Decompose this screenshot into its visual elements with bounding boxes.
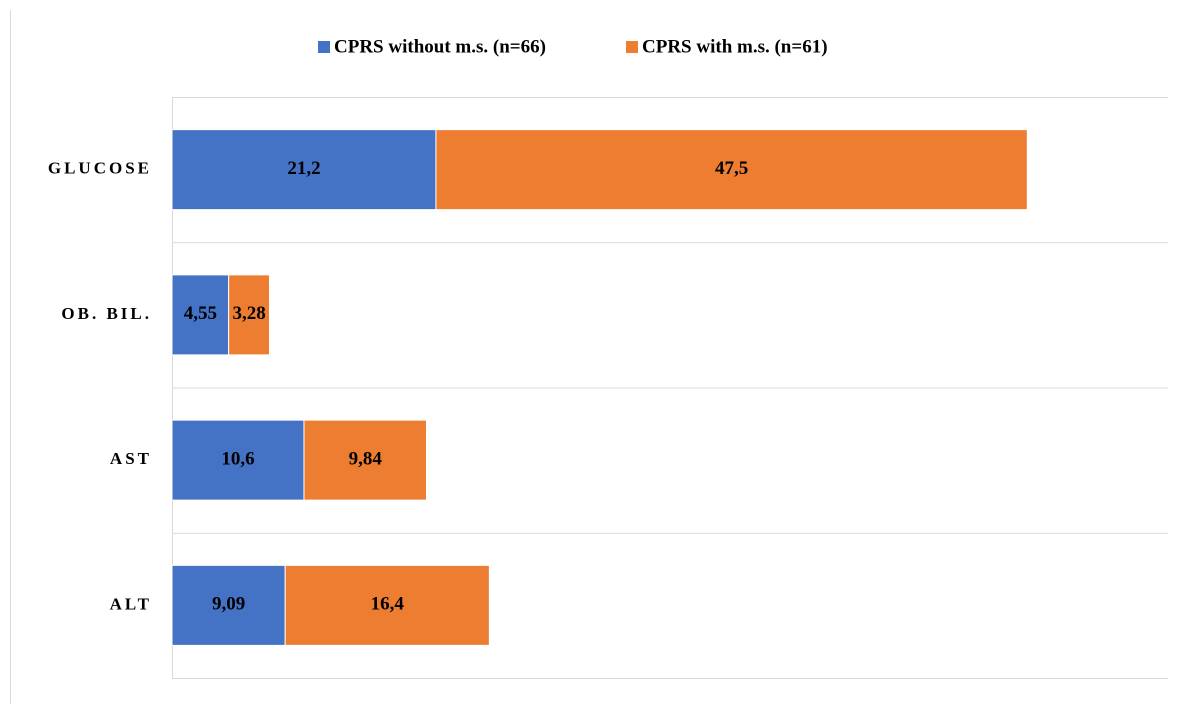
bar-segment [171,129,437,211]
legend-swatch [626,41,638,53]
data-label: 9,09 [212,594,245,615]
bar-segment [171,419,305,501]
bar-segment [303,419,427,501]
legend-label: CPRS with m.s. (n=61) [642,36,828,57]
bar-segment [435,129,1028,211]
data-label: 21,2 [287,158,320,179]
data-label: 16,4 [371,594,405,615]
data-label: 4,55 [184,303,217,324]
legend-label: CPRS without m.s. (n=66) [334,36,546,57]
data-label: 9,84 [349,448,383,469]
category-label: AST [110,449,152,468]
category-label: OB. BIL. [61,304,152,323]
bar-segment [284,564,490,646]
legend-swatch [318,41,330,53]
data-label: 47,5 [715,158,748,179]
data-label: 10,6 [221,448,254,469]
category-label: GLUCOSE [48,159,152,178]
bar-segment [171,274,230,356]
category-label: ALT [110,594,152,613]
data-label: 3,28 [232,303,265,324]
bar-segment [228,274,270,356]
